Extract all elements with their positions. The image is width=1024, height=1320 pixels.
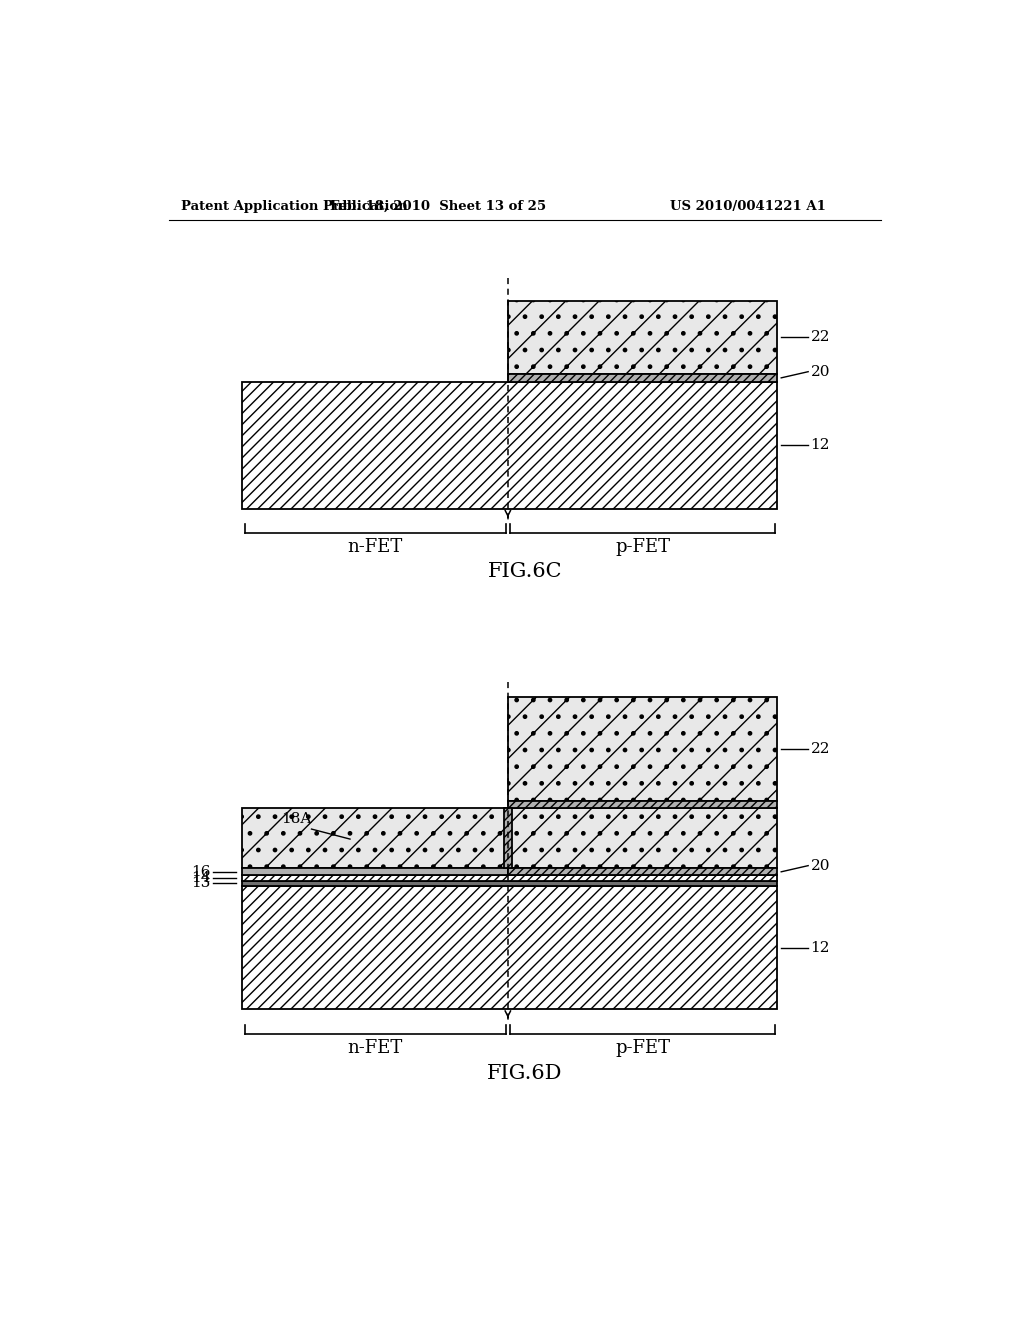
Text: 20: 20	[810, 364, 830, 379]
Text: n-FET: n-FET	[347, 1039, 402, 1057]
Bar	[508, 869, 777, 875]
Bar	[243, 869, 508, 875]
Text: FIG.6D: FIG.6D	[487, 1064, 562, 1084]
Text: 12: 12	[810, 941, 830, 954]
Text: Patent Application Publication: Patent Application Publication	[180, 199, 408, 213]
Text: p-FET: p-FET	[615, 539, 670, 556]
Bar	[243, 886, 777, 1010]
Text: 22: 22	[810, 742, 830, 756]
Bar	[243, 880, 777, 886]
Bar	[508, 697, 777, 801]
Text: 12: 12	[810, 438, 830, 453]
Bar	[508, 801, 777, 808]
Bar	[243, 875, 777, 880]
Text: 14: 14	[191, 871, 211, 884]
Text: p-FET: p-FET	[615, 1039, 670, 1057]
Text: 22: 22	[810, 330, 830, 345]
Text: 18A: 18A	[281, 812, 311, 826]
Text: US 2010/0041221 A1: US 2010/0041221 A1	[670, 199, 825, 213]
Text: Feb. 18, 2010  Sheet 13 of 25: Feb. 18, 2010 Sheet 13 of 25	[331, 199, 547, 213]
Bar	[243, 381, 777, 508]
Bar	[508, 301, 777, 374]
Text: 20: 20	[810, 858, 830, 873]
Text: 13: 13	[191, 876, 211, 891]
Bar	[508, 374, 777, 381]
Bar	[508, 808, 777, 869]
Bar	[504, 808, 512, 869]
Text: FIG.6C: FIG.6C	[487, 562, 562, 581]
Text: 16: 16	[191, 865, 211, 879]
Bar	[243, 808, 508, 869]
Text: n-FET: n-FET	[347, 539, 402, 556]
